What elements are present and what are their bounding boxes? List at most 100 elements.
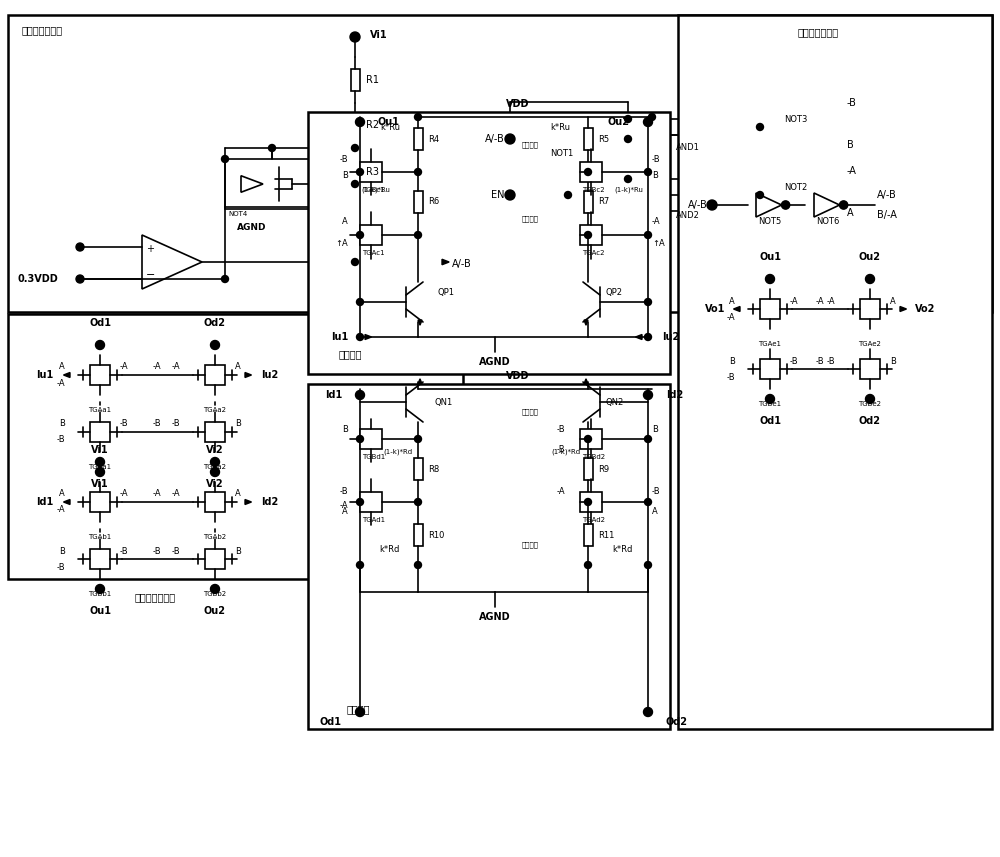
Text: TGBb1: TGBb1 (88, 591, 112, 597)
Text: -A: -A (120, 489, 129, 499)
Text: A: A (235, 489, 241, 499)
Circle shape (356, 169, 364, 176)
Circle shape (506, 135, 514, 142)
Bar (90, 549, 110, 569)
Text: NOT3: NOT3 (784, 116, 808, 124)
Circle shape (584, 435, 592, 442)
Circle shape (96, 458, 104, 466)
Text: B: B (847, 140, 854, 150)
Bar (360, 162, 382, 182)
Text: A: A (890, 297, 896, 305)
Text: -B: -B (556, 445, 565, 453)
Circle shape (356, 435, 364, 442)
Bar (360, 492, 382, 512)
Text: 级间输出: 级间输出 (522, 141, 538, 148)
Circle shape (268, 145, 276, 152)
Circle shape (644, 333, 652, 340)
Text: -A: -A (847, 166, 857, 176)
Text: -B: -B (171, 419, 180, 428)
Circle shape (644, 435, 652, 442)
Text: -A: -A (816, 297, 824, 305)
Polygon shape (558, 126, 585, 152)
Bar (678, 15, 992, 729)
Polygon shape (756, 193, 782, 217)
Circle shape (415, 561, 422, 568)
Circle shape (415, 499, 422, 506)
Circle shape (356, 499, 364, 506)
Text: TGBd2: TGBd2 (582, 454, 605, 460)
Text: Iu2: Iu2 (261, 370, 279, 380)
Bar (584, 524, 592, 546)
Text: TGAb1: TGAb1 (88, 534, 112, 540)
Text: Vi1: Vi1 (370, 30, 388, 40)
Text: R3: R3 (366, 167, 379, 177)
Circle shape (865, 394, 874, 404)
Text: TGAe1: TGAe1 (759, 341, 782, 347)
Text: TGAe2: TGAe2 (859, 341, 881, 347)
Circle shape (644, 708, 652, 716)
Text: NOT4: NOT4 (228, 211, 247, 217)
Text: TGAa2: TGAa2 (204, 407, 226, 413)
Bar (584, 458, 592, 480)
Bar (205, 549, 225, 569)
Bar (225, 159, 320, 209)
Text: Ou1: Ou1 (89, 606, 111, 616)
Bar (580, 492, 602, 512)
Polygon shape (142, 235, 202, 289)
Text: Ou1: Ou1 (759, 252, 781, 262)
Text: R2: R2 (366, 120, 379, 130)
Text: TGBe2: TGBe2 (858, 401, 882, 407)
Text: -A: -A (726, 313, 735, 321)
Text: B: B (342, 171, 348, 179)
Text: TGBb2: TGBb2 (203, 591, 227, 597)
Polygon shape (814, 193, 840, 217)
Text: B: B (342, 424, 348, 434)
Text: TGBa1: TGBa1 (88, 464, 112, 470)
Text: k*Ru: k*Ru (380, 123, 400, 131)
Text: AND1: AND1 (676, 142, 700, 152)
Text: A/-B: A/-B (452, 259, 472, 269)
Text: k*Ru: k*Ru (550, 123, 570, 131)
Text: TGAd2: TGAd2 (582, 517, 605, 523)
Polygon shape (786, 94, 808, 116)
Circle shape (707, 200, 717, 210)
Text: A: A (729, 297, 735, 305)
Text: NOT6: NOT6 (816, 217, 840, 225)
Text: TGBa2: TGBa2 (204, 464, 226, 470)
Text: AGND: AGND (479, 612, 511, 622)
Text: -B: -B (816, 357, 824, 365)
Text: -A: -A (652, 217, 661, 225)
Text: Ou2: Ou2 (859, 252, 881, 262)
Text: −: − (146, 270, 155, 279)
Text: 一级数字选择器: 一级数字选择器 (134, 592, 176, 602)
Text: AGND: AGND (237, 223, 267, 231)
Circle shape (356, 298, 364, 305)
Circle shape (415, 113, 422, 121)
Bar (8, 15, 992, 312)
Text: 降压单元: 降压单元 (346, 704, 370, 714)
Bar (351, 161, 360, 183)
Circle shape (210, 584, 220, 594)
Text: Od2: Od2 (204, 318, 226, 328)
Text: R4: R4 (428, 135, 439, 143)
Text: Id1: Id1 (36, 497, 54, 507)
Text: Vi2: Vi2 (206, 445, 224, 455)
Circle shape (356, 231, 364, 238)
Text: Vi1: Vi1 (91, 479, 109, 489)
Text: A: A (59, 489, 65, 499)
Bar (8, 314, 463, 579)
Text: B: B (890, 357, 896, 365)
Bar (308, 112, 670, 374)
Circle shape (415, 231, 422, 238)
Text: Iu2: Iu2 (662, 332, 679, 342)
Text: B: B (59, 419, 65, 428)
Circle shape (210, 468, 220, 476)
Text: Id2: Id2 (261, 497, 279, 507)
Polygon shape (584, 320, 588, 325)
Bar (580, 429, 602, 449)
Text: 最终输出: 最终输出 (522, 216, 538, 222)
Text: -A: -A (153, 363, 161, 371)
Text: -A: -A (56, 379, 65, 387)
Text: A: A (342, 217, 348, 225)
Circle shape (644, 499, 652, 506)
